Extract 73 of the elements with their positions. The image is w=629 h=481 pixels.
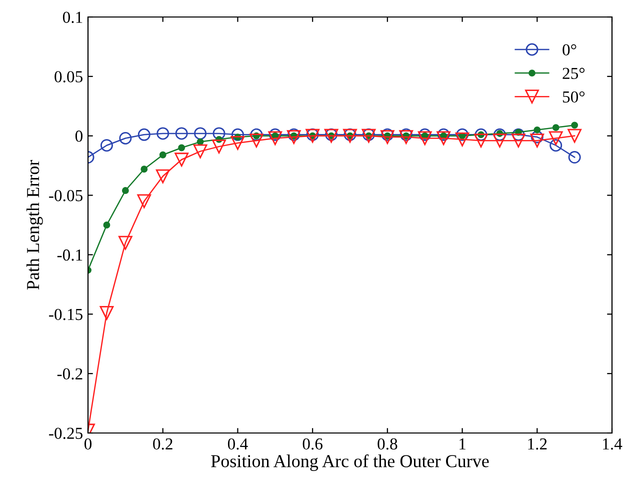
point [118, 236, 132, 250]
y-tick-label: 0.1 [62, 12, 82, 24]
legend-label: 50° [562, 91, 585, 103]
point [550, 139, 562, 152]
point [437, 128, 450, 141]
y-tick-label: -0.15 [49, 308, 82, 320]
point [137, 194, 152, 208]
point [511, 134, 526, 148]
point [212, 140, 226, 154]
point [138, 128, 150, 141]
point [568, 151, 581, 164]
point [159, 151, 166, 158]
point [178, 144, 186, 152]
x-tick-label: 1.4 [603, 438, 622, 450]
point [552, 124, 560, 132]
point [399, 130, 414, 144]
point [194, 127, 207, 140]
x-tick-label: 0.6 [302, 438, 322, 450]
point [288, 128, 300, 141]
legend-label: 0° [562, 44, 576, 56]
point [140, 166, 148, 173]
point [418, 131, 432, 146]
point [474, 128, 488, 141]
point [571, 122, 578, 129]
y-tick-label: -0.2 [57, 368, 82, 380]
y-tick-label: -0.1 [57, 249, 82, 261]
point [380, 130, 394, 144]
point [156, 127, 170, 140]
point [103, 222, 110, 228]
point [250, 128, 263, 141]
point [548, 131, 563, 146]
x-tick-label: 1 [460, 438, 466, 450]
point [174, 152, 189, 167]
point [193, 144, 208, 158]
point [286, 130, 301, 144]
x-tick-label: 1.2 [528, 438, 547, 450]
point [212, 127, 226, 140]
point [122, 187, 129, 194]
point [381, 128, 394, 141]
point [400, 128, 412, 141]
y-tick-label: -0.05 [49, 190, 82, 202]
point [568, 128, 582, 143]
point [175, 127, 188, 140]
x-tick-label: 0.8 [378, 438, 398, 450]
y-tick-label: 0.05 [54, 71, 82, 82]
point [268, 128, 282, 141]
point [100, 306, 114, 320]
legend-label: 25° [562, 68, 585, 80]
y-tick-label: 0 [75, 130, 83, 142]
point [100, 139, 113, 152]
point [534, 126, 541, 134]
point [492, 134, 507, 148]
point [156, 169, 170, 184]
x-tick-label: 0.4 [228, 438, 248, 450]
point [231, 128, 244, 141]
point [493, 128, 506, 141]
point [268, 131, 282, 146]
point [119, 132, 132, 144]
point [512, 128, 525, 141]
point [530, 134, 544, 148]
point [230, 136, 245, 150]
point [249, 134, 264, 148]
y-tick-label: -0.25 [49, 428, 82, 440]
x-tick-label: 0.2 [153, 438, 172, 450]
x-tick-label: 0 [84, 438, 92, 450]
point [455, 132, 470, 146]
point [456, 128, 469, 141]
point [196, 138, 204, 146]
point [418, 128, 432, 141]
point [436, 131, 451, 146]
y-axis-title: Path Length Error [26, 160, 43, 290]
point [474, 134, 488, 148]
x-axis-title: Position Along Arc of the Outer Curve [211, 454, 489, 471]
